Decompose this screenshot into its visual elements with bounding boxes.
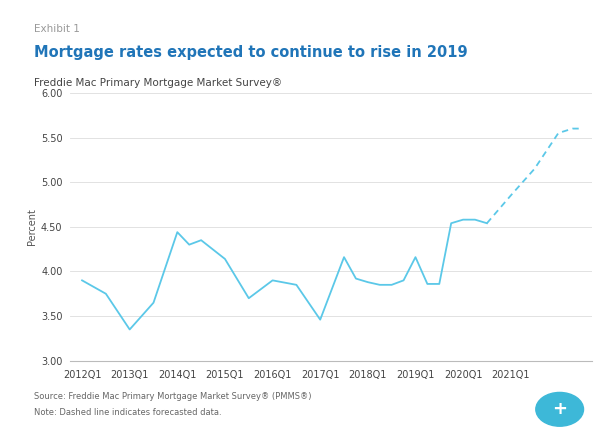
Text: Source: Freddie Mac Primary Mortgage Market Survey® (PMMS®): Source: Freddie Mac Primary Mortgage Mar… (34, 392, 311, 401)
Y-axis label: Percent: Percent (27, 208, 37, 245)
Text: Note: Dashed line indicates forecasted data.: Note: Dashed line indicates forecasted d… (34, 408, 221, 417)
Circle shape (536, 392, 584, 426)
Text: Exhibit 1: Exhibit 1 (34, 24, 79, 34)
Text: +: + (552, 400, 567, 418)
Text: Mortgage rates expected to continue to rise in 2019: Mortgage rates expected to continue to r… (34, 45, 467, 60)
Text: Freddie Mac Primary Mortgage Market Survey®: Freddie Mac Primary Mortgage Market Surv… (34, 78, 282, 88)
